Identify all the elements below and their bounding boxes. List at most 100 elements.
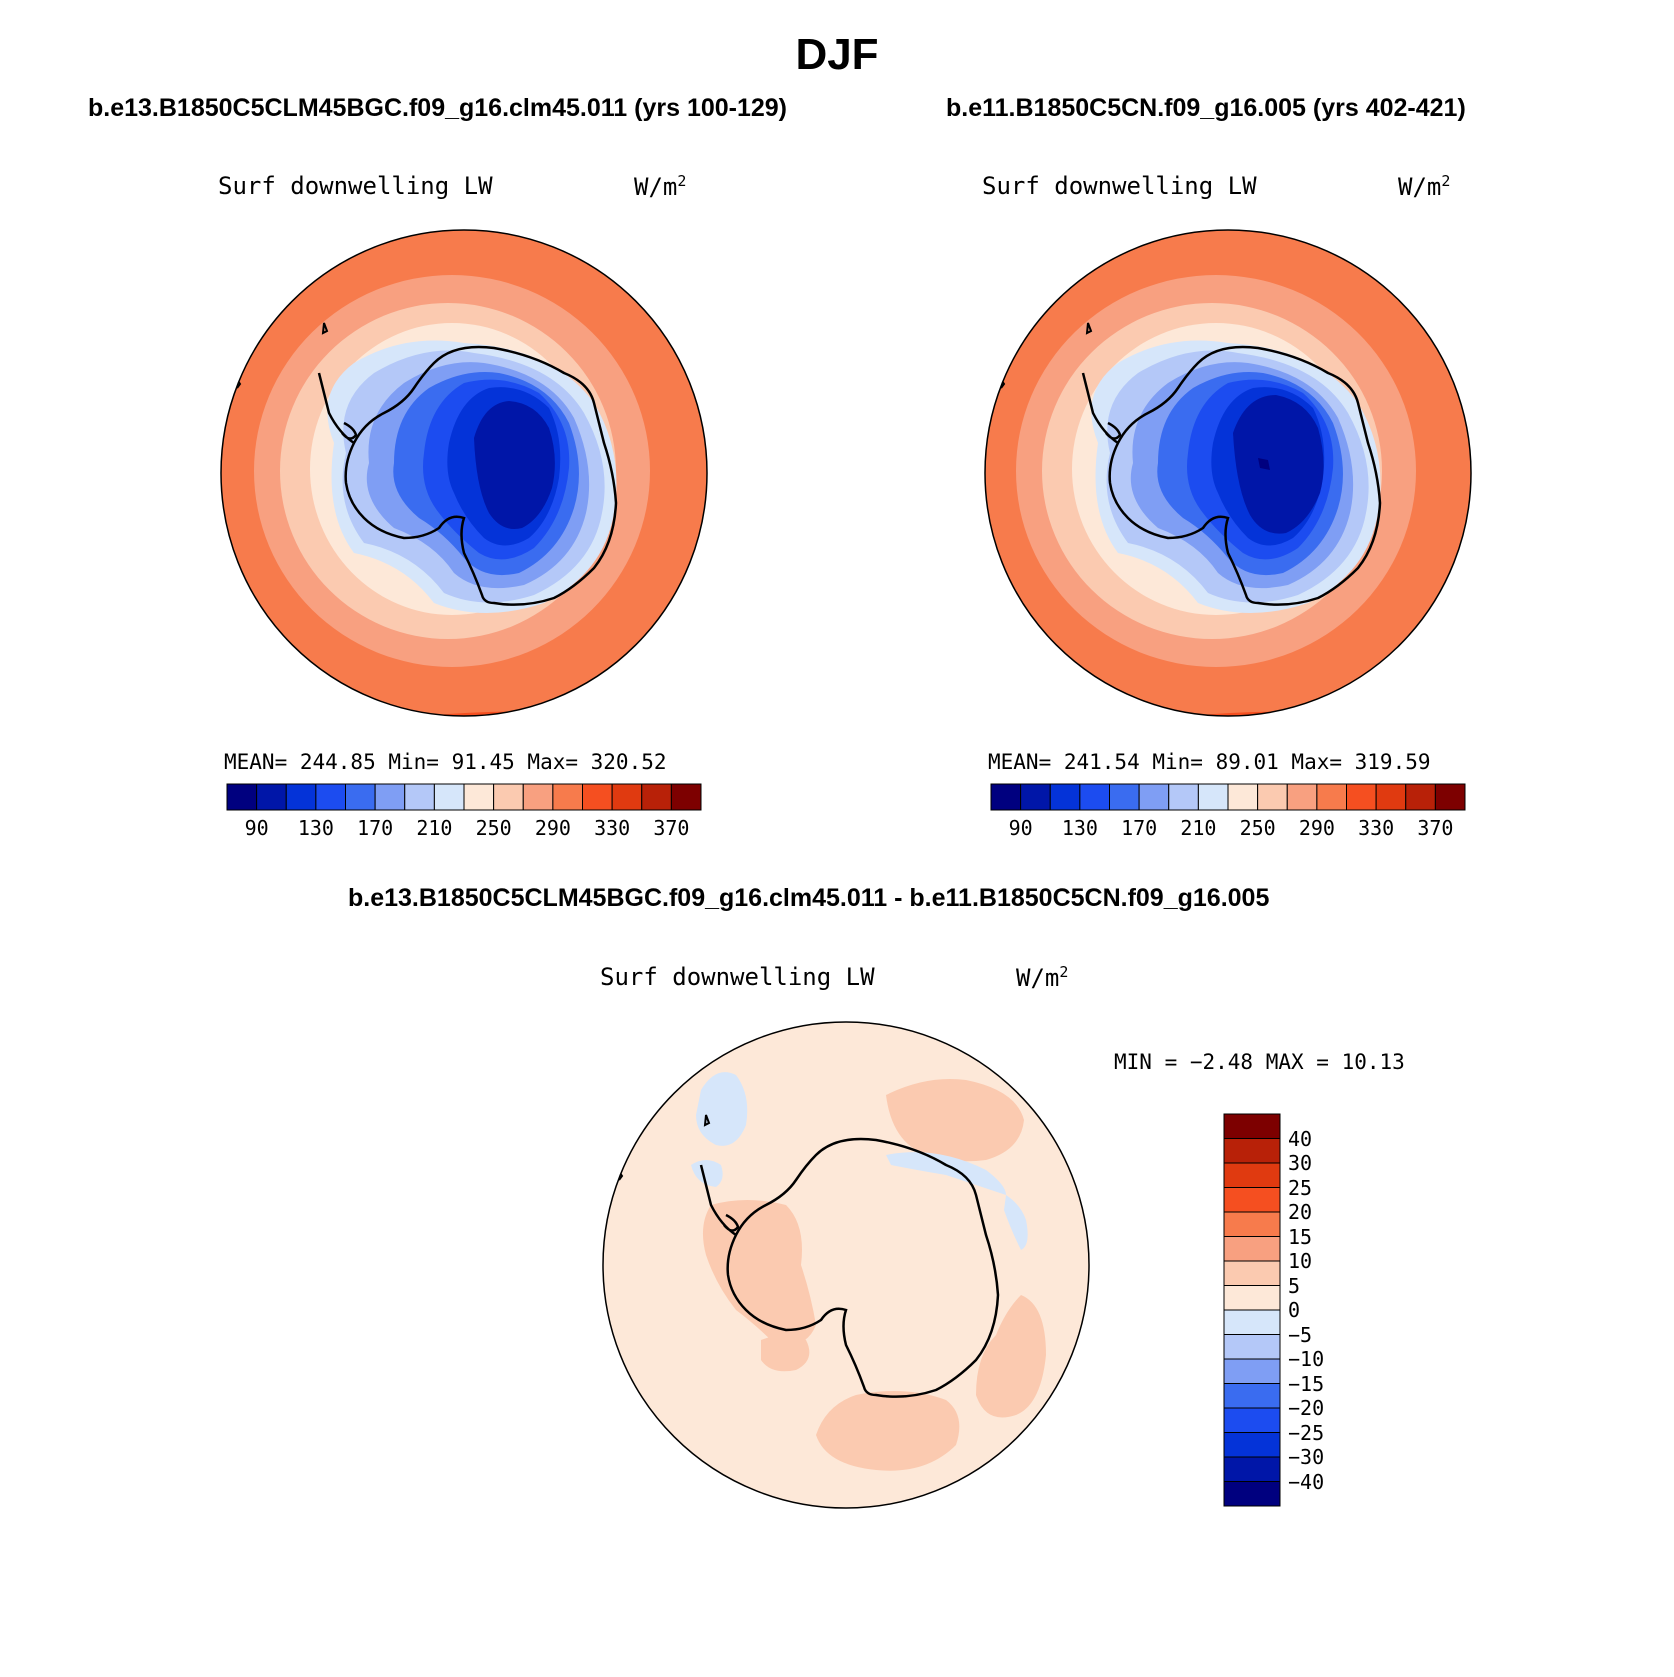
colorbar-swatch [1375,783,1407,811]
colorbar-swatch [1227,783,1259,811]
panel-1-colorbar-ticks: 90 130 170 210 250 290 330 370 [227,816,701,842]
panel-1-colorbar [226,783,702,811]
panel-1-variable-label: Surf downwelling LW [218,172,493,200]
colorbar-swatch [1049,783,1081,811]
colorbar-tick-label: 290 [534,816,571,840]
colorbar-swatch [1079,783,1110,811]
diff-neg-patch-n [886,1152,1006,1195]
colorbar-swatch [1286,783,1318,811]
colorbar-swatch [1257,783,1288,811]
colorbar-swatch [1223,1358,1281,1384]
diff-pos-patch-w [702,1200,816,1346]
diff-case-title: b.e13.B1850C5CLM45BGC.f09_g16.clm45.011 … [348,884,1270,912]
colorbar-tick-label: 210 [1180,816,1217,840]
diff-stats: MIN = −2.48 MAX = 10.13 [1114,1050,1405,1074]
colorbar-swatch [1223,1236,1281,1262]
panel-2-map [984,229,1472,717]
diff-pos-patch-se [816,1391,960,1471]
colorbar-tick-label: −5 [1288,1322,1313,1347]
colorbar-tick-label: −10 [1288,1347,1325,1371]
colorbar-swatch [345,783,376,811]
colorbar-swatch [1223,1432,1281,1458]
colorbar-swatch [1109,783,1140,811]
colorbar-tick-label: 330 [1358,816,1395,840]
colorbar-swatch [1223,1334,1281,1360]
colorbar-tick-label: 130 [1061,816,1098,840]
colorbar-tick-label: 170 [357,816,394,840]
colorbar-swatch [1434,783,1466,811]
diff-colorbar-ticks: 40 30 25 20 15 10 5 0 −5 −10 −15 −20 −25 −30 −40 [1288,1114,1368,1506]
colorbar-swatch [1316,783,1347,811]
colorbar-swatch [1223,1456,1281,1482]
colorbar-tick-label: 0 [1288,1298,1301,1322]
panel-2-colorbar [990,783,1466,811]
band-110 [474,401,555,529]
colorbar-tick-label: 170 [1121,816,1158,840]
diff-neg-patch-nw [696,1072,748,1146]
colorbar-swatch [1223,1285,1281,1311]
figure-title: DJF [795,30,879,79]
panel-1-case-title: b.e13.B1850C5CLM45BGC.f09_g16.clm45.011 … [88,94,788,122]
colorbar-tick-label: 370 [653,816,690,840]
colorbar-swatch [1197,783,1229,811]
panel-1-map [220,229,708,717]
colorbar-swatch [463,783,495,811]
colorbar-swatch [522,783,554,811]
colorbar-swatch [1223,1383,1281,1409]
panel-1-units: W/m2 [634,172,687,201]
colorbar-tick-label: 210 [416,816,453,840]
colorbar-tick-label: 10 [1288,1249,1313,1273]
colorbar-tick-label: 20 [1288,1200,1313,1224]
colorbar-tick-label: 15 [1288,1224,1313,1249]
panel-1-stats: MEAN= 244.85 Min= 91.45 Max= 320.52 [224,750,667,774]
colorbar-swatch [1223,1211,1281,1237]
colorbar-tick-label: 250 [475,816,512,840]
panel-2-colorbar-ticks: 90 130 170 210 250 290 330 370 [991,816,1465,842]
colorbar-swatch [315,783,346,811]
colorbar-swatch [1168,783,1199,811]
diff-pos-patch-e [976,1295,1046,1418]
colorbar-swatch [641,783,672,811]
antarctic-peninsula [317,372,358,445]
colorbar-swatch [582,783,613,811]
colorbar-tick-label: −20 [1288,1396,1325,1420]
colorbar-tick-label: −30 [1288,1445,1325,1469]
colorbar-swatch [1020,783,1051,811]
map-border [220,229,708,717]
colorbar-tick-label: 250 [1239,816,1276,840]
panel-2-case-title: b.e11.B1850C5CN.f09_g16.005 (yrs 402-421… [946,94,1466,122]
diff-units: W/m2 [1016,963,1069,992]
colorbar-tick-label: 370 [1417,816,1454,840]
colorbar-swatch [990,783,1022,811]
colorbar-swatch [1223,1309,1281,1335]
colorbar-swatch [1223,1481,1281,1507]
colorbar-swatch [670,783,702,811]
diff-neg-patch-pen [691,1160,723,1187]
colorbar-tick-label: 330 [594,816,631,840]
colorbar-tick-label: −25 [1288,1420,1325,1445]
colorbar-swatch [1223,1187,1281,1213]
colorbar-swatch [256,783,287,811]
colorbar-tick-label: 30 [1288,1151,1313,1175]
colorbar-tick-label: −40 [1288,1469,1325,1494]
colorbar-swatch [404,783,435,811]
panel-2-variable-label: Surf downwelling LW [982,172,1257,200]
panel-2-units: W/m2 [1398,172,1451,201]
colorbar-swatch [1223,1138,1281,1164]
island-fragment [321,322,329,335]
panel-2-stats: MEAN= 241.54 Min= 89.01 Max= 319.59 [988,750,1431,774]
colorbar-swatch [1138,783,1170,811]
colorbar-swatch [493,783,524,811]
colorbar-swatch [226,783,258,811]
colorbar-swatch [1346,783,1377,811]
colorbar-swatch [1223,1113,1281,1139]
colorbar-tick-label: 90 [1008,816,1033,840]
colorbar-tick-label: −15 [1288,1371,1325,1396]
colorbar-swatch [1223,1260,1281,1286]
diff-map [602,1021,1090,1509]
colorbar-swatch [1223,1162,1281,1188]
colorbar-swatch [1223,1407,1281,1433]
diff-pos-patch-sw [761,1335,810,1372]
colorbar-tick-label: 130 [297,816,334,840]
colorbar-tick-label: 25 [1288,1175,1313,1200]
